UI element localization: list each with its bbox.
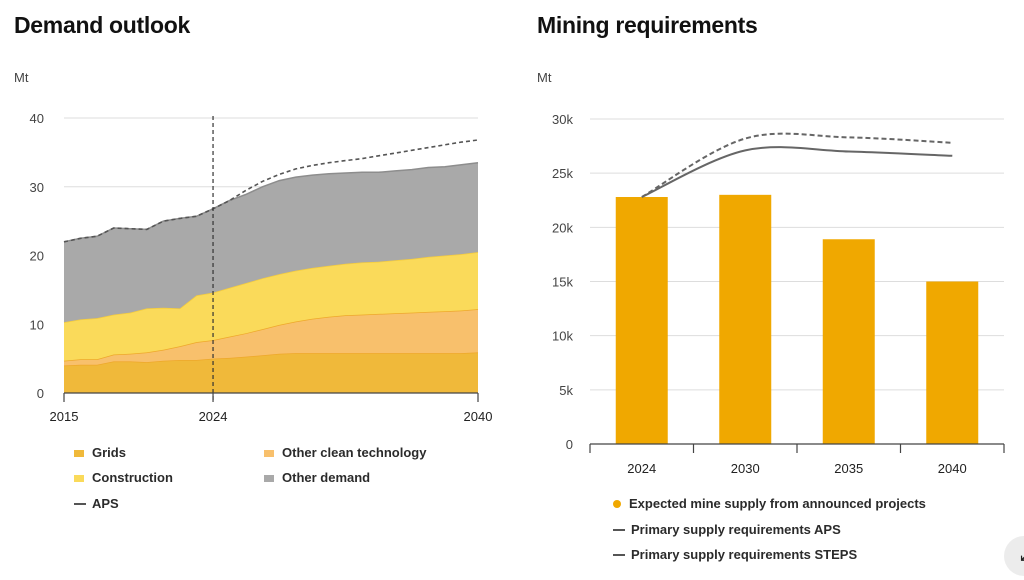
y-tick-label: 20k: [552, 220, 573, 235]
area-other_demand: [64, 162, 478, 323]
x-tick-label: 2030: [731, 461, 760, 476]
legend-item-steps-requirements[interactable]: Primary supply requirements STEPS: [613, 547, 857, 562]
steps-requirements-swatch: [613, 553, 625, 556]
legend-label-construction: Construction: [92, 470, 173, 485]
legend-label-other-clean: Other clean technology: [282, 445, 427, 460]
area-other_clean: [64, 309, 478, 366]
y-tick-label: 0: [37, 386, 44, 401]
y-tick-label: 15k: [552, 275, 573, 290]
x-tick-label: 2024: [199, 409, 228, 424]
bar-2040: [926, 281, 979, 444]
y-tick-label: 25k: [552, 166, 573, 181]
construction-swatch: [74, 475, 84, 482]
legend-label-mine-supply: Expected mine supply from announced proj…: [629, 496, 926, 511]
demand-outlook-title: Demand outlook: [14, 12, 190, 38]
legend-item-mine-supply[interactable]: Expected mine supply from announced proj…: [613, 496, 926, 511]
mining-requirements-chart: Mt 0 5k 10k 15k 20k 25k 30k 2024 2030 2035 2040: [537, 70, 1005, 476]
x-tick-label: 2040: [938, 461, 967, 476]
legend-item-aps[interactable]: APS: [74, 496, 119, 511]
y-tick-label: 5k: [559, 383, 573, 398]
aps-line: [63, 139, 479, 243]
bar-2035: [822, 239, 875, 444]
area-grids: [64, 352, 478, 393]
legend-item-construction[interactable]: Construction: [74, 470, 173, 485]
legend-label-aps-requirements: Primary supply requirements APS: [631, 522, 841, 537]
x-tick-label: 2024: [627, 461, 656, 476]
y-axis-unit-right: Mt: [537, 70, 552, 85]
y-tick-label: 0: [566, 437, 573, 452]
x-tick-label: 2040: [464, 409, 493, 424]
legend-label-aps: APS: [92, 496, 119, 511]
demand-outlook-chart: Mt 0 10 20 30 40 2015 2024 2040: [14, 70, 492, 424]
aps-requirements-line: [641, 132, 953, 198]
other-clean-swatch: [264, 450, 274, 457]
other-demand-swatch: [264, 475, 274, 482]
legend-item-aps-requirements[interactable]: Primary supply requirements APS: [613, 522, 841, 537]
x-tick-label: 2015: [50, 409, 79, 424]
y-tick-label: 10k: [552, 329, 573, 344]
y-tick-label: 20: [30, 249, 44, 264]
legend-label-other-demand: Other demand: [282, 470, 371, 485]
legend-label-grids: Grids: [92, 445, 126, 460]
bar-2030: [719, 194, 772, 444]
expand-icon: ⤢: [1020, 547, 1024, 564]
legend-label-steps-requirements: Primary supply requirements STEPS: [631, 547, 858, 562]
legend-item-grids[interactable]: Grids: [74, 445, 126, 460]
area-construction: [64, 252, 478, 361]
expand-button[interactable]: ⤢: [1004, 536, 1024, 576]
x-tick-label: 2035: [834, 461, 863, 476]
y-tick-label: 30: [30, 180, 44, 195]
aps-requirements-swatch: [613, 528, 625, 531]
legend-item-other-clean[interactable]: Other clean technology: [264, 445, 426, 460]
y-tick-label: 10: [30, 317, 44, 332]
y-tick-label: 30k: [552, 112, 573, 127]
grids-swatch: [74, 450, 84, 457]
y-axis-unit-left: Mt: [14, 70, 29, 85]
mining-requirements-title: Mining requirements: [537, 12, 758, 38]
steps-requirements-line: [641, 146, 953, 198]
mine-supply-swatch: [613, 499, 621, 508]
bar-2024: [615, 197, 668, 444]
y-tick-label: 40: [30, 111, 44, 126]
legend-item-other-demand[interactable]: Other demand: [264, 470, 370, 485]
aps-swatch: [74, 502, 86, 505]
